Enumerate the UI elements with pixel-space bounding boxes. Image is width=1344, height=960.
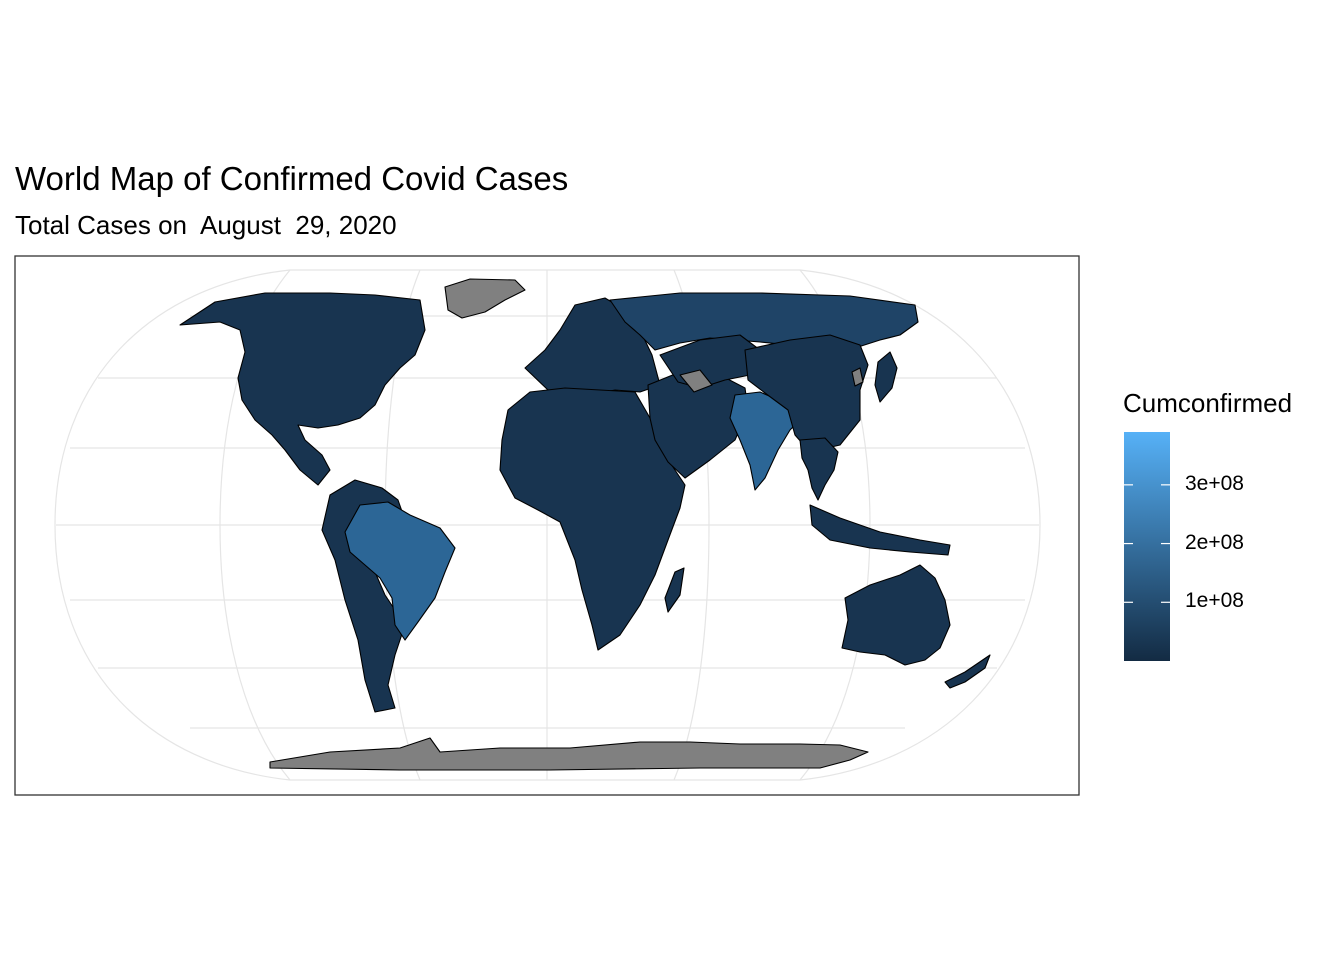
legend-tick-label: 1e+08	[1185, 589, 1244, 613]
region-north-korea	[851, 367, 864, 387]
region-southeast-asia	[799, 437, 839, 501]
legend-tick-label: 3e+08	[1185, 471, 1244, 495]
region-greenland	[444, 278, 526, 319]
legend-ticks	[1124, 484, 1170, 603]
region-australia	[841, 564, 951, 666]
plot-title: World Map of Confirmed Covid Cases	[15, 160, 569, 197]
region-china-east-asia	[744, 334, 869, 453]
region-madagascar	[664, 567, 685, 613]
region-antarctica	[269, 737, 869, 771]
region-turkmenistan	[679, 369, 713, 393]
region-africa	[499, 387, 686, 651]
legend-title: Cumconfirmed	[1123, 388, 1293, 418]
panel-border	[14, 255, 1080, 796]
region-japan	[874, 351, 898, 403]
region-north-america	[179, 292, 426, 486]
region-brazil	[344, 501, 456, 641]
legend	[1124, 432, 1170, 661]
region-russia	[609, 292, 919, 351]
region-indonesia	[809, 504, 951, 556]
legend-tick-label: 2e+08	[1185, 530, 1244, 554]
region-south-america	[321, 479, 406, 713]
plot-subtitle: Total Cases on August 29, 2020	[15, 210, 397, 240]
legend-colorbar	[1124, 432, 1170, 661]
region-new-zealand	[944, 654, 991, 689]
